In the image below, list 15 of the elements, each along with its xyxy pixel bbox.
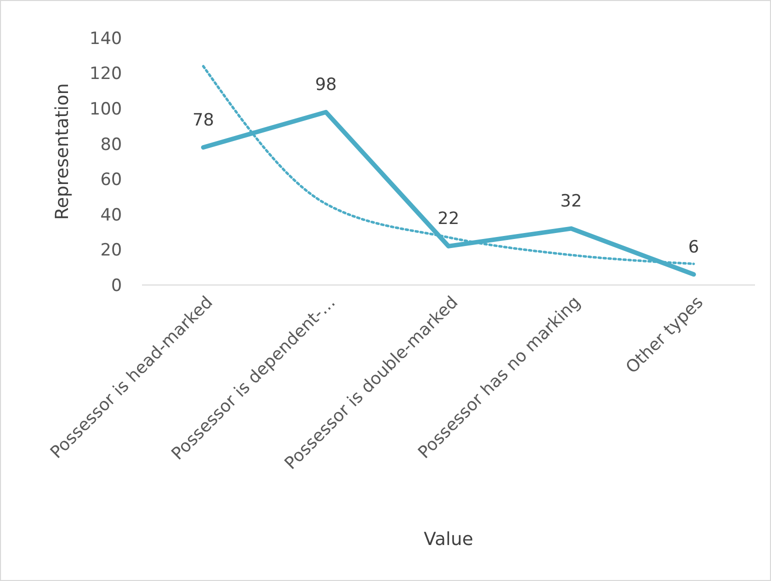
y-tick-label: 80: [100, 134, 122, 155]
y-axis-title: Representation: [52, 83, 73, 220]
data-label: 78: [192, 110, 214, 130]
y-tick-label: 60: [100, 170, 122, 190]
y-tick-label: 20: [100, 240, 122, 261]
y-tick-label: 100: [90, 100, 122, 120]
data-label: 6: [688, 237, 700, 258]
data-label: 32: [560, 192, 582, 212]
y-tick-label: 120: [90, 64, 122, 84]
data-label: 22: [438, 209, 460, 230]
y-tick-label: 0: [111, 276, 122, 296]
y-tick-label: 40: [100, 205, 122, 226]
y-tick-label: 140: [90, 28, 122, 49]
x-axis-title: Value: [424, 529, 474, 550]
data-label: 98: [315, 75, 337, 96]
